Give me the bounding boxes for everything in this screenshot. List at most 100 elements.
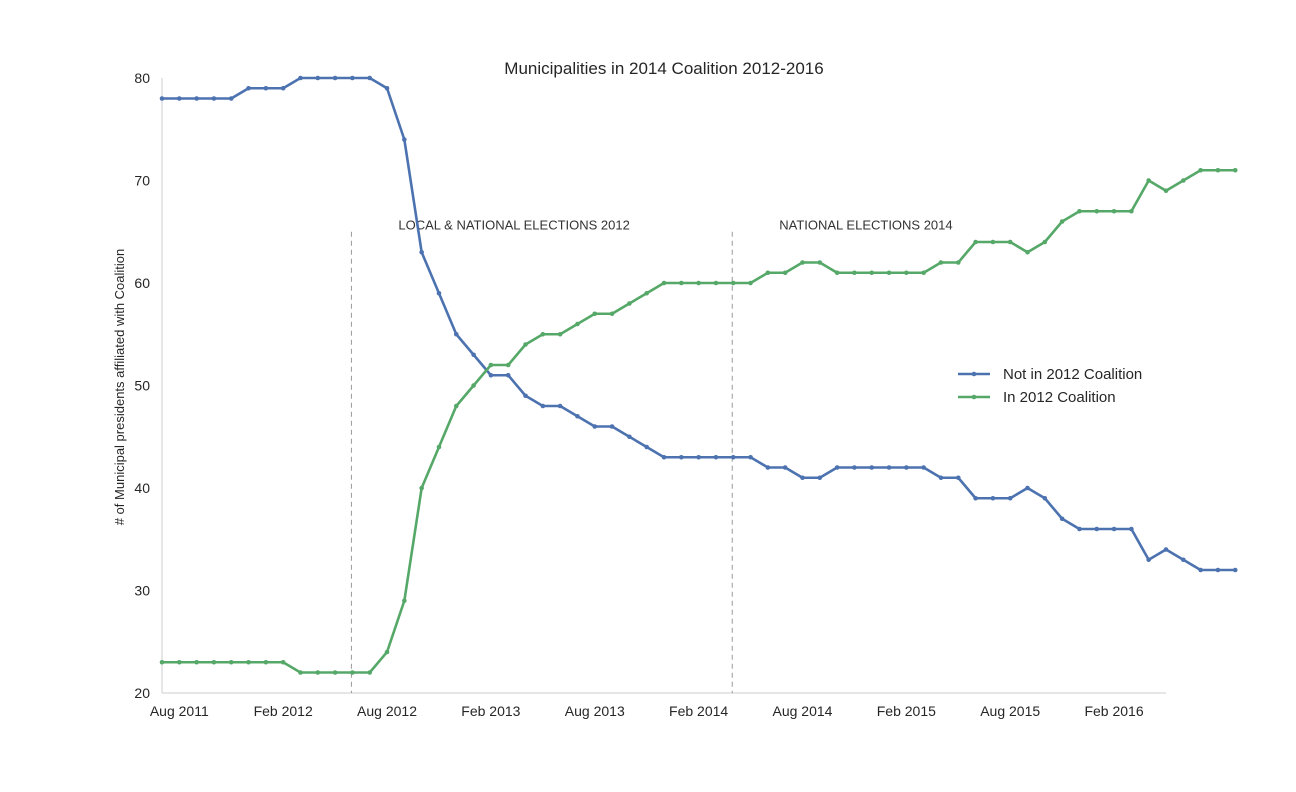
data-point <box>488 372 494 378</box>
data-point <box>696 280 701 286</box>
data-point <box>921 270 926 276</box>
series-0 <box>159 75 1238 573</box>
data-point <box>159 659 165 665</box>
data-point <box>384 85 390 91</box>
data-point <box>1077 208 1082 214</box>
data-point <box>1215 167 1221 173</box>
data-point <box>367 670 373 675</box>
data-point <box>1163 547 1169 552</box>
data-point <box>627 301 632 306</box>
legend-item: Not in 2012 Coalition <box>958 366 1142 383</box>
data-point <box>505 372 511 378</box>
data-point <box>1111 208 1117 214</box>
data-point <box>453 403 459 409</box>
data-point <box>1198 167 1203 173</box>
data-point <box>557 331 563 337</box>
data-point <box>557 403 563 409</box>
x-tick-label: Aug 2011 <box>150 703 209 719</box>
x-tick-label: Feb 2015 <box>877 703 936 719</box>
data-point <box>211 96 217 101</box>
x-tick-label: Feb 2016 <box>1084 703 1143 719</box>
data-point <box>540 403 546 409</box>
data-point <box>332 670 338 675</box>
legend-marker <box>971 394 977 400</box>
data-point <box>886 465 892 470</box>
data-point <box>367 75 373 81</box>
data-point <box>679 454 684 460</box>
annotation-label: LOCAL & NATIONAL ELECTIONS 2012 <box>398 218 629 233</box>
data-point <box>1129 526 1134 532</box>
annotations: LOCAL & NATIONAL ELECTIONS 2012 NATIONAL … <box>350 218 953 693</box>
data-point <box>436 290 442 296</box>
x-tick-label: Aug 2014 <box>773 703 833 719</box>
data-point <box>1042 239 1048 245</box>
data-point <box>384 649 390 655</box>
data-point <box>1007 495 1013 501</box>
data-point <box>661 454 667 460</box>
data-point <box>644 290 649 296</box>
data-point <box>505 362 511 368</box>
data-point <box>1146 557 1151 563</box>
data-point <box>419 485 424 491</box>
data-point <box>263 659 269 665</box>
data-point <box>488 362 494 368</box>
data-point <box>575 413 580 419</box>
y-tick-label: 50 <box>134 378 150 394</box>
data-point <box>609 424 615 429</box>
data-point <box>782 270 788 276</box>
y-tick-label: 60 <box>134 275 150 291</box>
axes <box>161 78 1166 694</box>
data-point <box>973 495 978 501</box>
data-point <box>592 424 598 429</box>
data-point <box>800 475 805 481</box>
data-point <box>280 659 286 665</box>
data-point <box>228 96 234 101</box>
data-point <box>765 270 771 276</box>
data-point <box>869 465 875 470</box>
data-point <box>1042 495 1048 501</box>
y-ticks: 20 30 40 50 60 70 80 <box>134 70 150 701</box>
data-point <box>990 239 996 245</box>
data-point <box>852 465 857 470</box>
data-point <box>1077 526 1082 532</box>
x-tick-label: Aug 2013 <box>565 703 625 719</box>
data-point <box>1025 249 1030 255</box>
data-point <box>1146 178 1151 183</box>
data-point <box>748 280 753 286</box>
data-point <box>765 465 771 470</box>
data-point <box>1025 485 1030 491</box>
data-point <box>246 85 251 91</box>
data-point <box>955 260 961 265</box>
legend: Not in 2012 Coalition In 2012 Coalition <box>958 366 1142 406</box>
data-point <box>211 659 217 665</box>
data-point <box>575 321 580 327</box>
data-point <box>713 454 719 460</box>
data-point <box>955 475 961 481</box>
data-point <box>990 495 996 501</box>
data-point <box>921 465 926 470</box>
y-tick-label: 40 <box>134 480 150 496</box>
x-tick-label: Feb 2014 <box>669 703 728 719</box>
series-1 <box>159 167 1238 675</box>
data-point <box>1232 567 1238 573</box>
legend-marker <box>971 371 977 377</box>
data-point <box>748 454 753 460</box>
data-point <box>1163 188 1169 194</box>
data-point <box>1007 239 1013 245</box>
data-point <box>730 280 736 286</box>
data-point <box>627 434 632 440</box>
data-point <box>402 137 407 142</box>
data-point <box>523 342 528 347</box>
data-point <box>350 670 355 675</box>
data-point <box>350 75 355 81</box>
data-point <box>817 475 823 481</box>
data-point <box>246 659 251 665</box>
data-point <box>453 331 459 337</box>
x-tick-label: Feb 2013 <box>461 703 520 719</box>
data-point <box>644 444 649 450</box>
data-point <box>834 465 840 470</box>
data-point <box>471 352 476 358</box>
data-point <box>194 659 199 665</box>
data-point <box>436 444 442 450</box>
